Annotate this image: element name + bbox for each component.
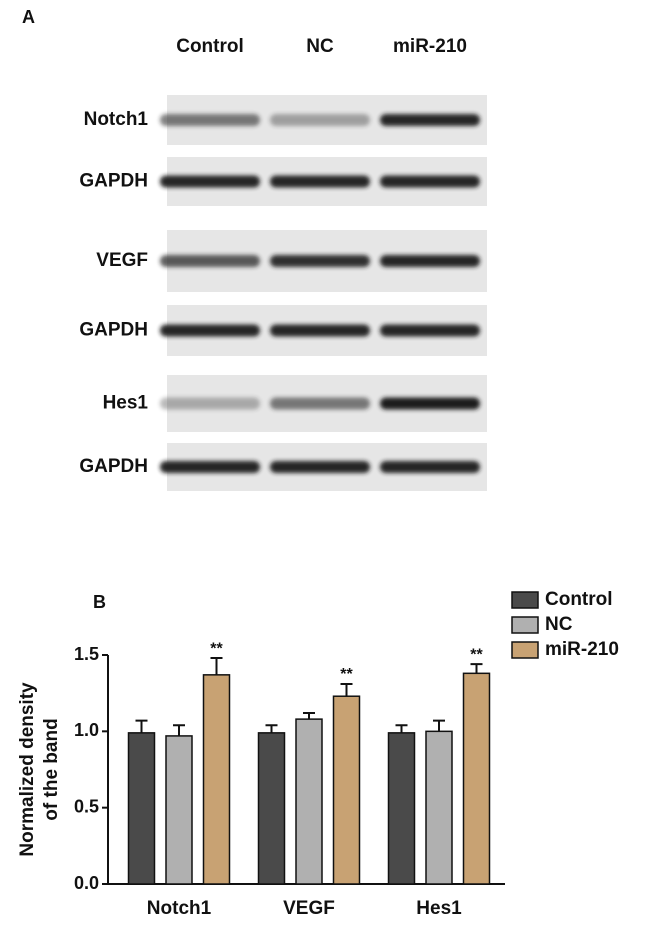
row-label: Notch1 [84, 109, 149, 130]
error-bar [173, 724, 185, 736]
band [160, 114, 260, 126]
y-tick-label: 1.5 [74, 644, 99, 664]
band [380, 114, 480, 126]
bar [462, 672, 491, 885]
western-blot: Control NC miR-210 Notch1 GAPDH VEGF GAPDH Hes1… [79, 36, 487, 491]
band [380, 461, 480, 473]
row-label: GAPDH [79, 320, 148, 341]
bar [295, 718, 323, 885]
legend-swatch [511, 641, 539, 659]
x-tick-label: VEGF [283, 898, 335, 919]
band [160, 324, 260, 337]
bar-chart: 0.0 0.5 1.0 1.5 Normalized density of the ban… [17, 589, 619, 919]
legend-swatch [511, 616, 539, 634]
band [270, 175, 370, 188]
band [270, 324, 370, 337]
band [380, 255, 480, 267]
row-label: Hes1 [103, 393, 149, 414]
x-tick-label: Hes1 [416, 898, 462, 919]
row-label: GAPDH [79, 171, 148, 192]
band [380, 397, 480, 410]
band [270, 397, 370, 410]
legend-label: Control [545, 589, 613, 610]
band [270, 114, 370, 126]
x-tick-label: Notch1 [147, 898, 212, 919]
band [270, 255, 370, 267]
y-axis-label: Normalized density [17, 682, 38, 857]
legend-label: miR-210 [545, 639, 619, 660]
row-label: VEGF [96, 250, 148, 271]
error-bar [433, 719, 445, 732]
bar [127, 732, 156, 885]
legend-label: NC [545, 614, 573, 635]
band [380, 175, 480, 188]
band [160, 461, 260, 473]
error-bar [470, 663, 483, 674]
bar [257, 732, 286, 885]
y-tick-label: 0.5 [74, 796, 99, 816]
bar [332, 695, 361, 885]
error-bar [135, 719, 148, 733]
band [160, 175, 260, 188]
panel-label: A [22, 7, 35, 27]
band [380, 324, 480, 337]
band [270, 461, 370, 473]
bar [165, 735, 193, 885]
bar [202, 674, 231, 885]
bar [425, 730, 453, 885]
lane-label: Control [176, 36, 244, 57]
legend-swatch [511, 591, 539, 609]
error-bar [395, 724, 408, 733]
significance: ** [470, 646, 483, 663]
lane-label: miR-210 [393, 36, 467, 57]
significance: ** [340, 666, 353, 683]
bar [387, 732, 416, 885]
error-bar [210, 657, 223, 675]
significance: ** [210, 640, 223, 657]
band [160, 255, 260, 267]
y-axis-label: of the band [41, 718, 62, 820]
band [160, 397, 260, 410]
row-label: GAPDH [79, 456, 148, 477]
error-bar [340, 683, 353, 697]
y-tick-label: 0.0 [74, 873, 99, 893]
error-bar [265, 724, 278, 733]
y-tick-label: 1.0 [74, 720, 99, 740]
error-bar [303, 712, 315, 720]
panel-label: B [93, 592, 106, 612]
lane-label: NC [306, 36, 334, 57]
